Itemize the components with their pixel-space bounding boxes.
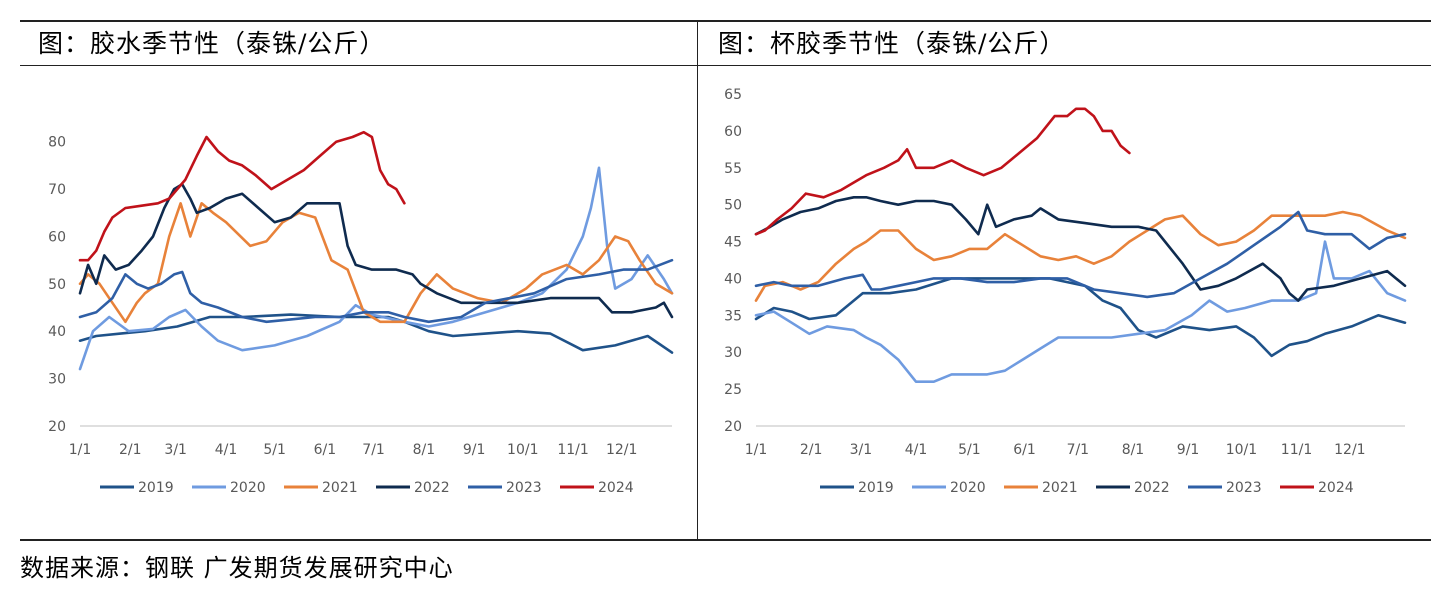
cup-lump-panel: 图：杯胶季节性（泰铢/公斤） 20 25 30 35 40 45 50 55 60 65 1/1 2/…: [698, 20, 1431, 541]
legend-label-2023: 2023: [506, 480, 542, 496]
x-tick-label: 10/1: [1226, 442, 1257, 458]
x-tick-label: 3/1: [850, 442, 873, 458]
series-line-2021: [78, 202, 674, 324]
x-tick-label: 8/1: [1122, 442, 1145, 458]
x-tick-label: 10/1: [507, 442, 538, 458]
legend-label-2024: 2024: [598, 480, 634, 496]
y-tick-label: 80: [48, 135, 66, 151]
x-tick-label: 1/1: [69, 442, 92, 458]
y-tick-label: 45: [724, 235, 742, 251]
series-line-2019: [754, 277, 1407, 358]
legend-label-2021: 2021: [1042, 480, 1078, 496]
legend-label-2021: 2021: [322, 480, 358, 496]
series-line-2022: [78, 183, 674, 319]
y-tick-label: 20: [724, 419, 742, 435]
x-tick-label: 1/1: [745, 442, 768, 458]
x-tick-label: 12/1: [1334, 442, 1365, 458]
legend-label-2022: 2022: [414, 480, 450, 496]
y-tick-label: 70: [48, 182, 66, 198]
x-tick-label: 9/1: [463, 442, 486, 458]
x-tick-label: 7/1: [1067, 442, 1090, 458]
series-line-2021: [754, 210, 1407, 302]
series-line-2024: [78, 130, 406, 262]
glue-chart-title: 图：胶水季节性（泰铢/公斤）: [20, 22, 697, 66]
legend-label-2020: 2020: [950, 480, 986, 496]
glue-panel: 图：胶水季节性（泰铢/公斤） 20 30 40 50 60 70 80 1/1 2/1 3/1 4/…: [20, 20, 698, 541]
x-tick-label: 4/1: [215, 442, 238, 458]
x-tick-label: 5/1: [263, 442, 286, 458]
x-tick-label: 7/1: [362, 442, 385, 458]
x-tick-label: 8/1: [413, 442, 436, 458]
y-tick-label: 60: [48, 229, 66, 245]
y-tick-label: 55: [724, 161, 742, 177]
x-tick-label: 2/1: [800, 442, 823, 458]
series-line-2024: [754, 107, 1131, 236]
x-tick-label: 11/1: [557, 442, 588, 458]
series-line-2023: [78, 258, 674, 324]
x-tick-label: 9/1: [1177, 442, 1200, 458]
legend-label-2020: 2020: [230, 480, 266, 496]
data-source-note: 数据来源：钢联 广发期货发展研究中心: [20, 554, 454, 582]
series-line-2023: [754, 210, 1407, 299]
y-tick-label: 30: [724, 345, 742, 361]
legend-label-2019: 2019: [138, 480, 174, 496]
x-tick-label: 11/1: [1281, 442, 1312, 458]
y-tick-label: 35: [724, 308, 742, 324]
x-tick-label: 4/1: [905, 442, 928, 458]
y-tick-label: 40: [724, 271, 742, 287]
x-tick-label: 2/1: [119, 442, 142, 458]
x-tick-label: 3/1: [164, 442, 187, 458]
y-tick-label: 20: [48, 419, 66, 435]
y-tick-label: 60: [724, 124, 742, 140]
cup-lump-seasonality-chart: 20 25 30 35 40 45 50 55 60 65 1/1 2/1 3/1 4/1 5/1 6/1 7/…: [724, 87, 1407, 496]
cup-lump-chart-title: 图：杯胶季节性（泰铢/公斤）: [698, 22, 1431, 66]
y-tick-label: 50: [48, 277, 66, 293]
y-tick-label: 30: [48, 372, 66, 388]
x-tick-label: 5/1: [958, 442, 981, 458]
legend-label-2022: 2022: [1134, 480, 1170, 496]
legend-label-2019: 2019: [858, 480, 894, 496]
y-tick-label: 50: [724, 198, 742, 214]
series-line-2020: [754, 240, 1407, 384]
series-line-2022: [754, 196, 1407, 302]
y-tick-label: 40: [48, 324, 66, 340]
legend-label-2023: 2023: [1226, 480, 1262, 496]
x-tick-label: 6/1: [1013, 442, 1036, 458]
x-tick-label: 12/1: [606, 442, 637, 458]
x-tick-label: 6/1: [314, 442, 337, 458]
y-tick-label: 65: [724, 87, 742, 103]
y-tick-label: 25: [724, 382, 742, 398]
glue-seasonality-chart: 20 30 40 50 60 70 80 1/1 2/1 3/1 4/1 5/1 6/1 7/1 8/1 9/…: [48, 130, 674, 496]
legend-label-2024: 2024: [1318, 480, 1354, 496]
